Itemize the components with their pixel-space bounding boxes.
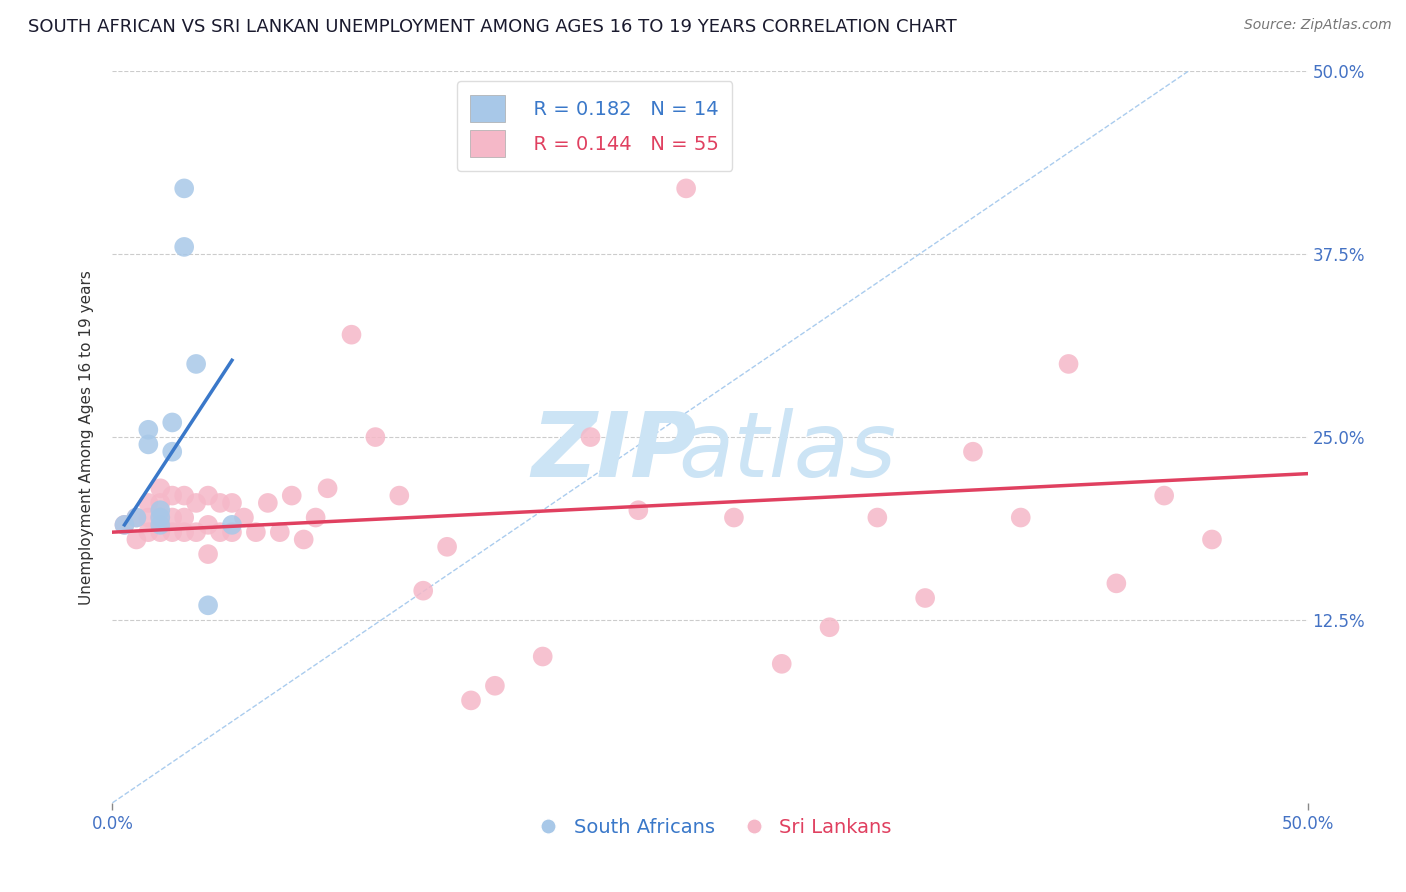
Point xyxy=(114,517,135,532)
Point xyxy=(173,525,195,540)
Point xyxy=(138,423,160,437)
Point xyxy=(149,503,172,517)
Point xyxy=(114,517,135,532)
Legend: South Africans, Sri Lankans: South Africans, Sri Lankans xyxy=(522,810,898,845)
Point xyxy=(149,481,172,495)
Point xyxy=(269,525,291,540)
Point xyxy=(149,510,172,524)
Point xyxy=(162,444,183,458)
Point xyxy=(1201,533,1223,547)
Point xyxy=(173,181,195,195)
Point xyxy=(1153,489,1175,503)
Point xyxy=(1057,357,1080,371)
Point xyxy=(186,496,208,510)
Point xyxy=(436,540,458,554)
Point xyxy=(162,489,183,503)
Point xyxy=(723,510,745,524)
Point xyxy=(233,510,256,524)
Point xyxy=(1010,510,1032,524)
Point xyxy=(149,525,172,540)
Point xyxy=(138,525,160,540)
Point xyxy=(292,533,315,547)
Point xyxy=(197,599,219,613)
Point xyxy=(962,444,984,458)
Text: atlas: atlas xyxy=(679,408,897,496)
Point xyxy=(675,181,697,195)
Point xyxy=(149,517,172,532)
Point xyxy=(257,496,280,510)
Point xyxy=(770,657,793,671)
Point xyxy=(460,693,482,707)
Point xyxy=(221,517,243,532)
Point xyxy=(1105,576,1128,591)
Point xyxy=(162,525,183,540)
Point xyxy=(388,489,411,503)
Point xyxy=(579,430,602,444)
Point xyxy=(484,679,506,693)
Point xyxy=(245,525,267,540)
Point xyxy=(162,416,183,430)
Point xyxy=(531,649,554,664)
Point xyxy=(340,327,363,342)
Point xyxy=(138,510,160,524)
Point xyxy=(125,510,148,524)
Point xyxy=(281,489,304,503)
Text: ZIP: ZIP xyxy=(531,408,697,496)
Point xyxy=(221,525,243,540)
Point xyxy=(197,489,219,503)
Text: SOUTH AFRICAN VS SRI LANKAN UNEMPLOYMENT AMONG AGES 16 TO 19 YEARS CORRELATION C: SOUTH AFRICAN VS SRI LANKAN UNEMPLOYMENT… xyxy=(28,18,957,36)
Point xyxy=(412,583,434,598)
Y-axis label: Unemployment Among Ages 16 to 19 years: Unemployment Among Ages 16 to 19 years xyxy=(79,269,94,605)
Point xyxy=(138,437,160,451)
Point xyxy=(197,547,219,561)
Point xyxy=(173,489,195,503)
Point xyxy=(149,496,172,510)
Point xyxy=(186,357,208,371)
Point xyxy=(221,496,243,510)
Point xyxy=(125,510,148,524)
Point xyxy=(209,525,232,540)
Point xyxy=(173,510,195,524)
Point xyxy=(316,481,339,495)
Point xyxy=(162,510,183,524)
Point xyxy=(914,591,936,605)
Point xyxy=(197,517,219,532)
Point xyxy=(125,533,148,547)
Point xyxy=(866,510,889,524)
Point xyxy=(305,510,328,524)
Point xyxy=(186,525,208,540)
Point xyxy=(149,510,172,524)
Text: Source: ZipAtlas.com: Source: ZipAtlas.com xyxy=(1244,18,1392,32)
Point xyxy=(364,430,387,444)
Point xyxy=(818,620,841,634)
Point xyxy=(209,496,232,510)
Point xyxy=(173,240,195,254)
Point xyxy=(138,496,160,510)
Point xyxy=(627,503,650,517)
